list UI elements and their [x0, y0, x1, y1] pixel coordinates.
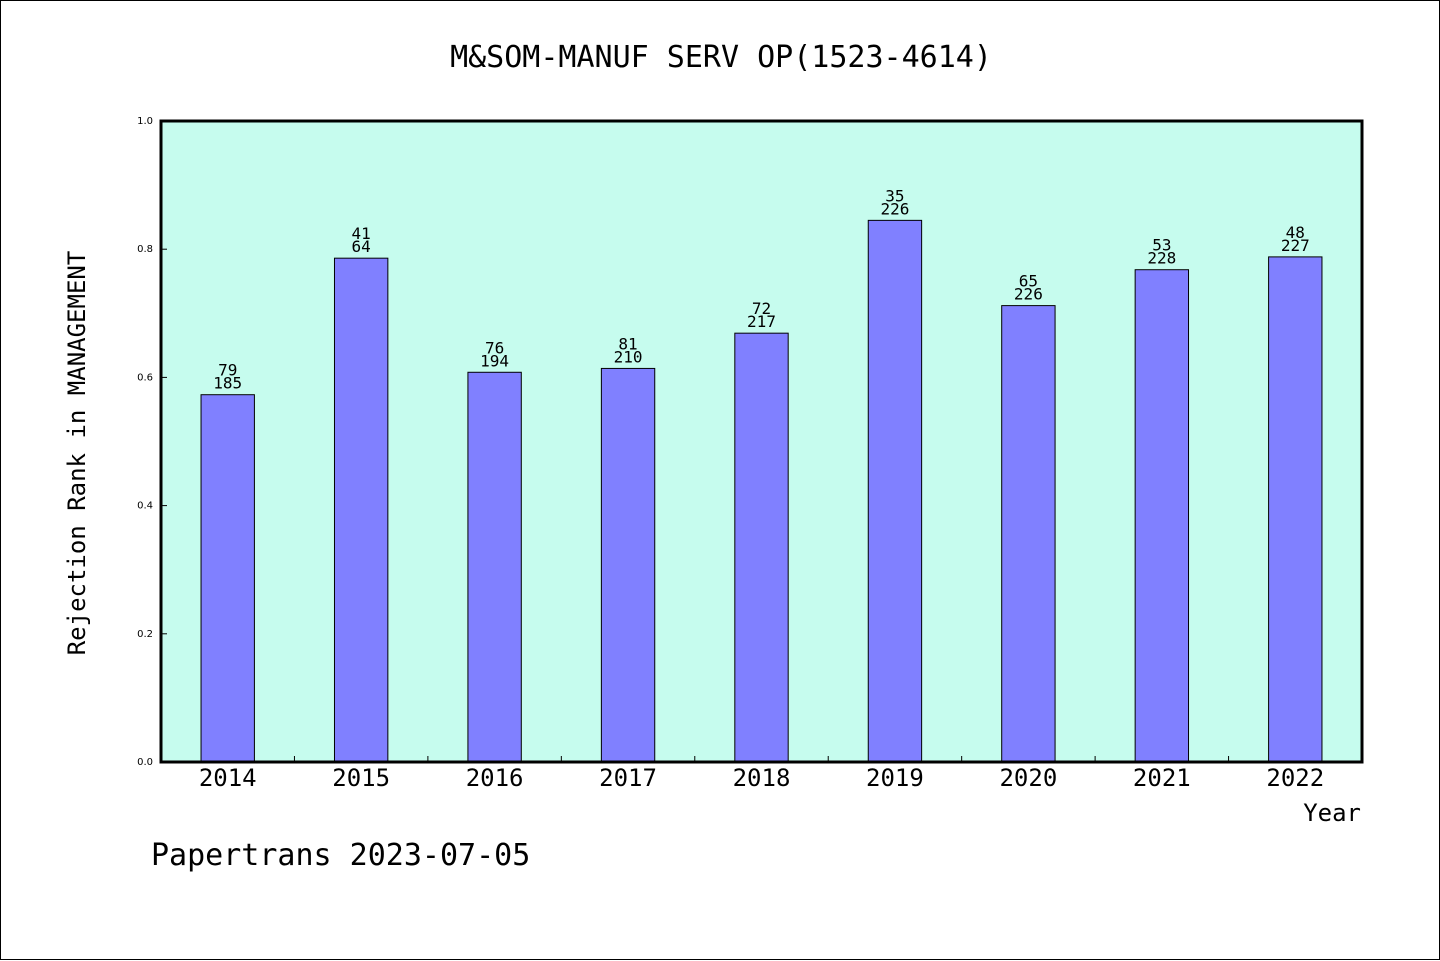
- bar-label-bottom-2022: 227: [1281, 236, 1310, 255]
- y-axis-label: Rejection Rank in MANAGEMENT: [63, 251, 91, 656]
- bar-label-bottom-2015: 64: [352, 237, 371, 256]
- bar-label-top-2017: 81: [618, 334, 637, 353]
- bar-label-top-2022: 48: [1286, 223, 1305, 242]
- bar-2014: [200, 394, 255, 763]
- x-tick-label-2020: 2020: [999, 764, 1057, 792]
- x-axis-label: Year: [1303, 799, 1361, 827]
- bar-2018: [734, 332, 789, 763]
- y-tick-label: 0.0: [137, 757, 153, 768]
- bar-label-bottom-2014: 185: [213, 374, 242, 393]
- chart-title: M&SOM-MANUF SERV OP(1523-4614): [450, 40, 992, 75]
- bar-2015: [333, 257, 389, 763]
- x-tick-label-2019: 2019: [866, 764, 924, 792]
- y-tick-label: 1.0: [137, 116, 153, 127]
- footer-credit: Papertrans 2023-07-05: [151, 838, 530, 873]
- bar-label-top-2021: 53: [1152, 236, 1171, 255]
- bar-2021: [1134, 269, 1190, 763]
- bar-labels-group: 7918541647619481210722173522665226532284…: [213, 186, 1309, 392]
- x-tick-label-2014: 2014: [199, 764, 257, 792]
- y-tick-label: 0.8: [137, 244, 153, 255]
- bar-2016: [467, 371, 522, 763]
- bar-2022: [1268, 256, 1323, 763]
- bar-label-top-2019: 35: [885, 186, 904, 205]
- y-tick-label: 0.6: [137, 372, 153, 383]
- bar-2020: [1001, 305, 1056, 763]
- bar-2017: [600, 367, 656, 763]
- bars-group: [200, 219, 1323, 763]
- bar-label-top-2015: 41: [352, 224, 371, 243]
- x-axis-ticks: 2014 2015 2016 2017 2018 2019 2020 2021 2022: [199, 756, 1324, 792]
- y-tick-label: 0.2: [137, 629, 153, 640]
- bar-label-top-2014: 79: [218, 361, 237, 380]
- x-tick-label-2018: 2018: [733, 764, 791, 792]
- x-tick-label-2021: 2021: [1133, 764, 1191, 792]
- x-tick-label-2015: 2015: [332, 764, 390, 792]
- bar-label-bottom-2019: 226: [880, 199, 909, 218]
- bar-label-top-2018: 72: [752, 299, 771, 318]
- y-tick-label: 0.4: [137, 501, 153, 512]
- bar-2019: [867, 219, 923, 763]
- bar-label-bottom-2017: 210: [614, 347, 643, 366]
- bar-label-top-2020: 65: [1019, 272, 1038, 291]
- bar-label-bottom-2020: 226: [1014, 285, 1043, 304]
- bar-label-bottom-2016: 194: [480, 351, 509, 370]
- plot-border: [159, 119, 1364, 764]
- bar-label-bottom-2021: 228: [1147, 249, 1176, 268]
- x-tick-label-2022: 2022: [1266, 764, 1324, 792]
- bar-label-bottom-2018: 217: [747, 312, 776, 331]
- x-tick-label-2017: 2017: [599, 764, 657, 792]
- bar-label-top-2016: 76: [485, 338, 504, 357]
- x-tick-label-2016: 2016: [466, 764, 524, 792]
